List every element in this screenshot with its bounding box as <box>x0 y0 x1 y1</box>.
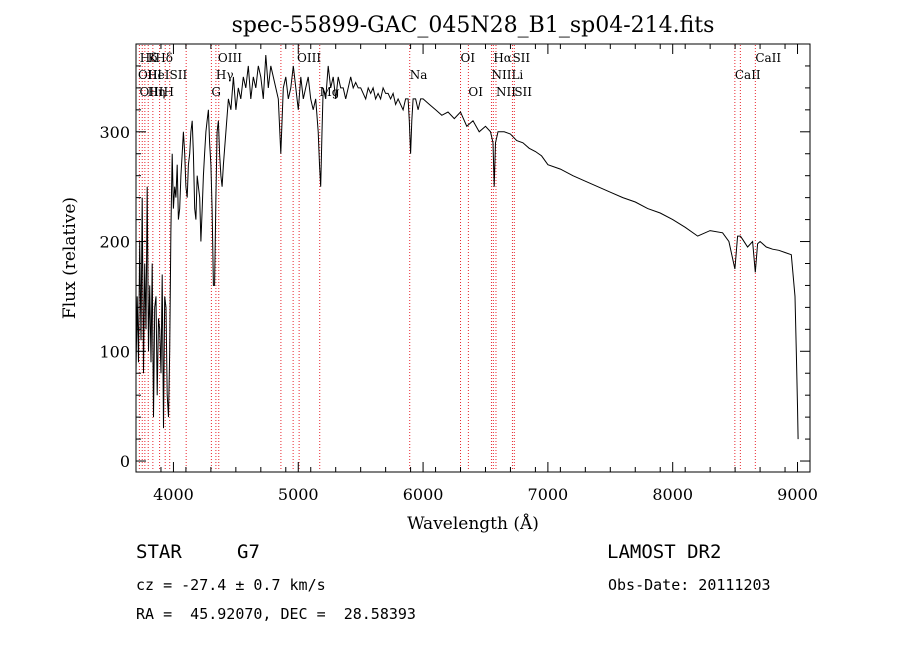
line-markers <box>138 45 756 471</box>
line-label: OIII <box>139 85 163 99</box>
x-tick-label: 6000 <box>403 485 444 504</box>
line-label: Hη <box>148 85 166 99</box>
line-label: HeISII <box>147 68 187 82</box>
x-tick-label: 5000 <box>278 485 319 504</box>
y-axis: 0 100 200 300 <box>99 65 810 471</box>
y-tick-label: 300 <box>99 123 130 142</box>
line-label: Hγ <box>216 68 234 82</box>
object-type: STAR <box>136 541 182 563</box>
x-tick-label: 7000 <box>528 485 569 504</box>
survey-name: LAMOST DR2 <box>607 541 722 563</box>
line-label: CaII <box>735 68 761 82</box>
line-label: K <box>148 51 158 65</box>
line-label: CaII <box>755 51 781 65</box>
line-label: Li <box>511 68 523 82</box>
line-label: Hα <box>493 51 512 65</box>
line-label: OIII <box>297 51 321 65</box>
line-annotations: HδKHδOIIIHeISIIOIIIHηHOIIIHγGOIIIMgNaOIO… <box>138 51 781 99</box>
spectrum-chart: spec-55899-GAC_045N28_B1_sp04-214.fits H… <box>60 13 818 534</box>
line-label: Na <box>410 68 428 82</box>
line-label: Hδ <box>140 51 158 65</box>
x-tick-label: 9000 <box>777 485 818 504</box>
x-tick-label: 4000 <box>153 485 194 504</box>
redshift-text: cz = -27.4 ± 0.7 km/s <box>136 576 326 594</box>
y-axis-label: Flux (relative) <box>60 197 80 319</box>
y-tick-label: 0 <box>120 452 130 471</box>
line-label: OI <box>468 85 483 99</box>
line-label: H <box>163 85 173 99</box>
x-axis: 4000 5000 6000 7000 8000 9000 <box>135 44 818 504</box>
plot-frame <box>135 43 811 473</box>
y-tick-label: 200 <box>99 233 130 252</box>
x-tick-label: 8000 <box>652 485 693 504</box>
object-subclass: G7 <box>237 541 260 563</box>
line-label: OI <box>461 51 476 65</box>
line-label: OIII <box>218 51 242 65</box>
x-axis-label: Wavelength (Å) <box>407 513 539 534</box>
line-label: Hδ <box>155 51 173 65</box>
chart-title: spec-55899-GAC_045N28_B1_sp04-214.fits <box>232 13 715 38</box>
coordinates: RA = 45.92070, DEC = 28.58393 <box>136 605 416 623</box>
y-tick-label: 100 <box>99 342 130 361</box>
line-label: NII <box>496 85 516 99</box>
line-label: G <box>211 85 221 99</box>
line-label: SII <box>514 85 532 99</box>
spectrum-line <box>135 54 799 440</box>
obs-date: Obs-Date: 20111203 <box>608 576 771 594</box>
line-label: NII <box>491 68 511 82</box>
line-label: SII <box>512 51 530 65</box>
line-label: OIII <box>138 68 162 82</box>
